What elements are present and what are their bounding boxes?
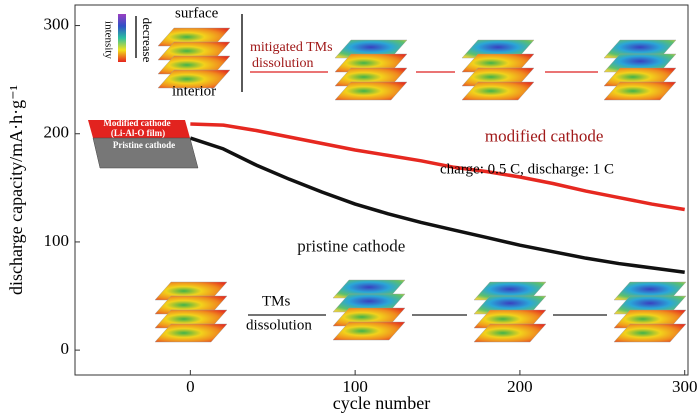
- annotation: Modified cathode: [103, 118, 170, 128]
- x-axis-label: cycle number: [333, 393, 430, 413]
- annotation: interior: [172, 83, 216, 99]
- series-label: pristine cathode: [297, 237, 405, 256]
- plot-area: 0 100 200 300 0 100 200 300 cycle number discharg…: [6, 4, 698, 413]
- x-tick-label: 0: [186, 377, 195, 396]
- color-bar: [118, 14, 126, 62]
- annotation: (Li-Al-O film): [111, 128, 165, 138]
- map-stack: [604, 40, 676, 100]
- map-stack: [474, 282, 546, 342]
- map-stack: [333, 280, 405, 340]
- map-stack: [614, 282, 686, 342]
- annotation: dissolution: [246, 317, 312, 333]
- series-line: [189, 136, 685, 274]
- map-stack: [155, 282, 227, 342]
- y-tick-label: 0: [61, 339, 70, 358]
- x-tick-label: 100: [342, 377, 368, 396]
- annotation: decrease: [140, 18, 155, 63]
- annotation: surface: [175, 5, 219, 21]
- annotation: Pristine cathode: [113, 140, 175, 150]
- y-tick-label: 100: [44, 231, 70, 250]
- y-axis-label: discharge capacity/mA·h·g⁻¹: [6, 85, 26, 295]
- annotation: mitigated TMs: [250, 40, 333, 55]
- plot-frame: [74, 4, 689, 376]
- annotation: dissolution: [252, 56, 313, 71]
- map-stack: [158, 28, 230, 88]
- cathode-block: [92, 137, 199, 169]
- x-tick-label: 300: [672, 377, 698, 396]
- y-tick-label: 300: [44, 14, 70, 33]
- annotation: intensity: [102, 21, 114, 59]
- x-tick-label: 200: [507, 377, 533, 396]
- series-line: [190, 122, 685, 212]
- y-tick-label: 200: [44, 123, 70, 142]
- film-layer: [88, 120, 190, 138]
- annotation: TMs: [262, 293, 291, 309]
- map-stack: [335, 40, 407, 100]
- map-stack: [462, 40, 534, 100]
- illustrations: surface interior intensity decrease miti…: [88, 5, 686, 342]
- annotation: charge: 0.5 C, discharge: 1 C: [440, 161, 614, 177]
- series-label: modified cathode: [485, 126, 603, 145]
